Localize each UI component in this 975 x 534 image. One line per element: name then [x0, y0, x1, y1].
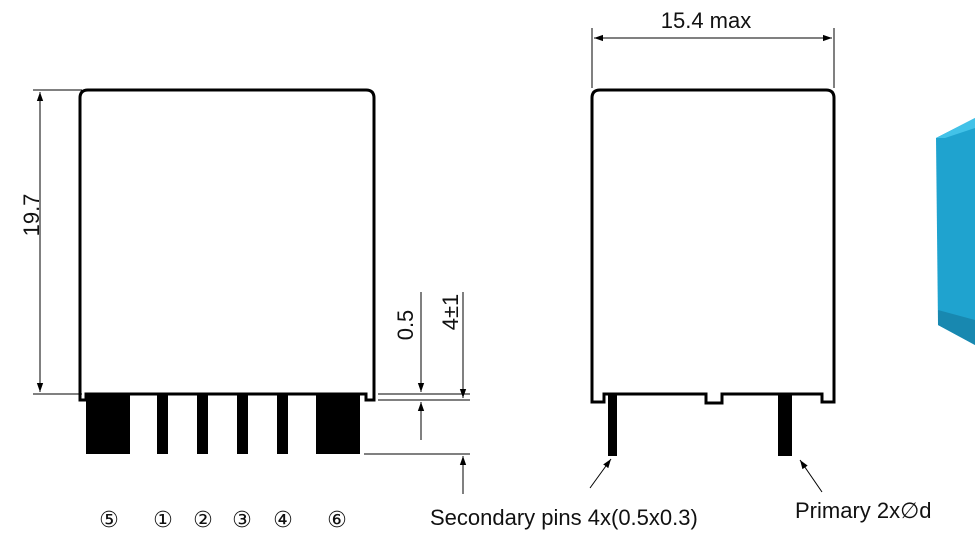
primary-pin [778, 394, 792, 456]
pin-number: ⑥ [327, 508, 347, 533]
width-dimension-label: 15.4 max [661, 8, 752, 33]
pin-3 [237, 394, 248, 454]
component-3d-render [936, 118, 975, 345]
secondary-pins-callout: Secondary pins 4x(0.5x0.3) [430, 505, 698, 530]
secondary-pin [608, 394, 617, 456]
pin-number: ⑤ [99, 508, 119, 533]
pin-1 [157, 394, 168, 454]
pin-6 [316, 394, 360, 454]
pin-number: ④ [273, 508, 293, 533]
pin-5 [86, 394, 130, 454]
side-view [590, 88, 836, 456]
pin-4 [277, 394, 288, 454]
primary-pins-callout: Primary 2x∅d [795, 498, 932, 523]
pin-dimension-lines [364, 292, 470, 494]
callout-leaders [589, 458, 823, 493]
pin-2 [197, 394, 208, 454]
offset-dimension-label: 0.5 [393, 310, 418, 341]
front-view [78, 88, 376, 454]
pin-number: ① [153, 508, 173, 533]
pin-number: ③ [232, 508, 252, 533]
pin-number-row: ⑤ ① ② ③ ④ ⑥ [99, 508, 347, 533]
width-dimension [591, 28, 835, 88]
pin-length-dimension-label: 4±1 [438, 294, 463, 331]
height-dimension-label: 19.7 [19, 194, 44, 237]
side-view-body-outline [590, 88, 836, 405]
height-dimension [33, 89, 82, 395]
front-view-body-outline [78, 88, 376, 402]
pin-number: ② [193, 508, 213, 533]
